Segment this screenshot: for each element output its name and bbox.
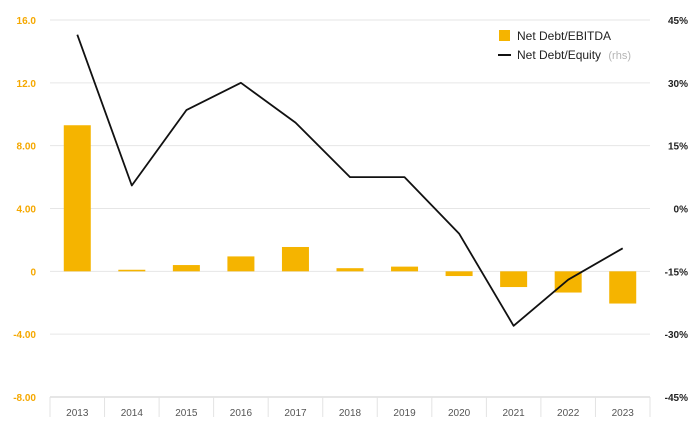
right-axis-ticks: 45% 30% 15% 0% -15% -30% -45% <box>665 16 688 404</box>
bar <box>281 246 309 272</box>
bar <box>609 271 637 304</box>
bars-net-debt-ebitda <box>63 125 637 304</box>
x-tick-label: 2021 <box>503 408 526 419</box>
x-axis <box>49 396 651 417</box>
bar <box>118 269 146 272</box>
legend: Net Debt/EBITDA Net Debt/Equity (rhs) <box>498 29 631 62</box>
bar <box>445 271 473 277</box>
bar <box>500 271 528 288</box>
bar <box>63 125 91 272</box>
bar <box>391 266 419 272</box>
x-tick-label: 2023 <box>612 408 635 419</box>
bar <box>172 265 200 272</box>
legend-swatch-bar <box>499 30 510 41</box>
x-tick-label: 2014 <box>121 408 144 419</box>
legend-label-line-text: Net Debt/Equity <box>517 48 601 62</box>
right-tick-label: -15% <box>665 267 688 278</box>
left-tick-label: 16.0 <box>17 16 37 27</box>
x-tick-label: 2017 <box>284 408 307 419</box>
x-axis-ticks: 2013 2014 2015 2016 2017 2018 2019 2020 2021 2022… <box>66 408 634 419</box>
x-tick-label: 2016 <box>230 408 253 419</box>
line-net-debt-equity <box>76 34 624 327</box>
right-tick-label: 0% <box>674 205 689 216</box>
x-tick-label: 2020 <box>448 408 471 419</box>
left-axis-ticks: 16.0 12.0 8.00 4.00 0 -4.00 -8.00 <box>13 16 36 404</box>
bar <box>227 256 255 272</box>
left-tick-label: -8.00 <box>13 393 36 404</box>
bar <box>336 268 364 272</box>
series-line <box>76 34 624 327</box>
left-tick-label: -4.00 <box>13 330 36 341</box>
left-tick-label: 4.00 <box>17 205 37 216</box>
left-tick-label: 12.0 <box>17 79 37 90</box>
right-tick-label: 45% <box>668 16 688 27</box>
x-tick-label: 2019 <box>393 408 416 419</box>
x-tick-label: 2015 <box>175 408 198 419</box>
right-tick-label: 30% <box>668 79 688 90</box>
left-tick-label: 0 <box>30 267 36 278</box>
left-tick-label: 8.00 <box>17 142 37 153</box>
right-tick-label: -45% <box>665 393 688 404</box>
legend-label-bar: Net Debt/EBITDA <box>517 29 611 43</box>
x-tick-label: 2022 <box>557 408 580 419</box>
right-tick-label: -30% <box>665 330 688 341</box>
x-tick-label: 2018 <box>339 408 362 419</box>
legend-label-line: Net Debt/Equity (rhs) <box>517 48 631 62</box>
right-tick-label: 15% <box>668 142 688 153</box>
x-tick-label: 2013 <box>66 408 89 419</box>
legend-label-line-suffix: (rhs) <box>608 50 631 62</box>
